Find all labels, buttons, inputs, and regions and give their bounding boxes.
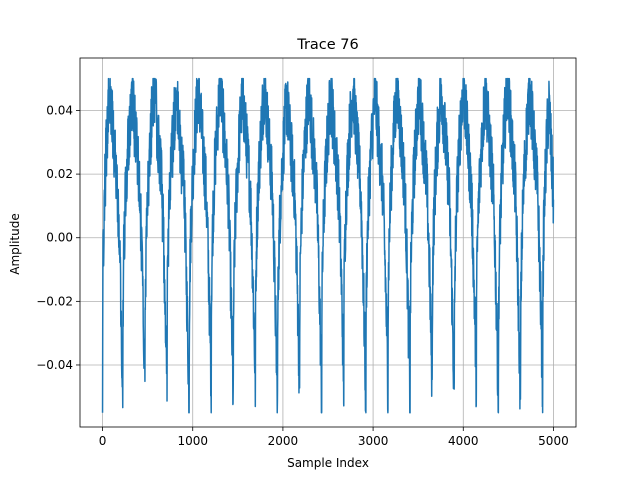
y-axis-label: Amplitude [8, 213, 22, 275]
x-axis-label: Sample Index [287, 456, 369, 470]
y-tick-label: −0.02 [36, 294, 73, 308]
x-tick-label: 1000 [177, 434, 208, 448]
x-tick-label: 5000 [538, 434, 569, 448]
x-tick-label: 2000 [268, 434, 299, 448]
x-tick-label: 0 [99, 434, 107, 448]
plot-area [79, 57, 577, 428]
chart-title: Trace 76 [296, 37, 359, 53]
y-tick-label: 0.02 [46, 167, 73, 181]
series-layer [101, 77, 555, 414]
axes-frame [79, 57, 577, 428]
x-tick-label: 4000 [448, 434, 479, 448]
y-axis-ticks: −0.04 −0.02 0.00 0.02 0.04 [36, 103, 80, 372]
x-tick-label: 3000 [358, 434, 389, 448]
y-tick-label: −0.04 [36, 358, 73, 372]
y-tick-label: 0.04 [46, 103, 73, 117]
trace-line [101, 77, 555, 414]
x-axis-ticks: 0 1000 2000 3000 4000 5000 [99, 427, 569, 448]
y-tick-label: 0.00 [46, 231, 73, 245]
